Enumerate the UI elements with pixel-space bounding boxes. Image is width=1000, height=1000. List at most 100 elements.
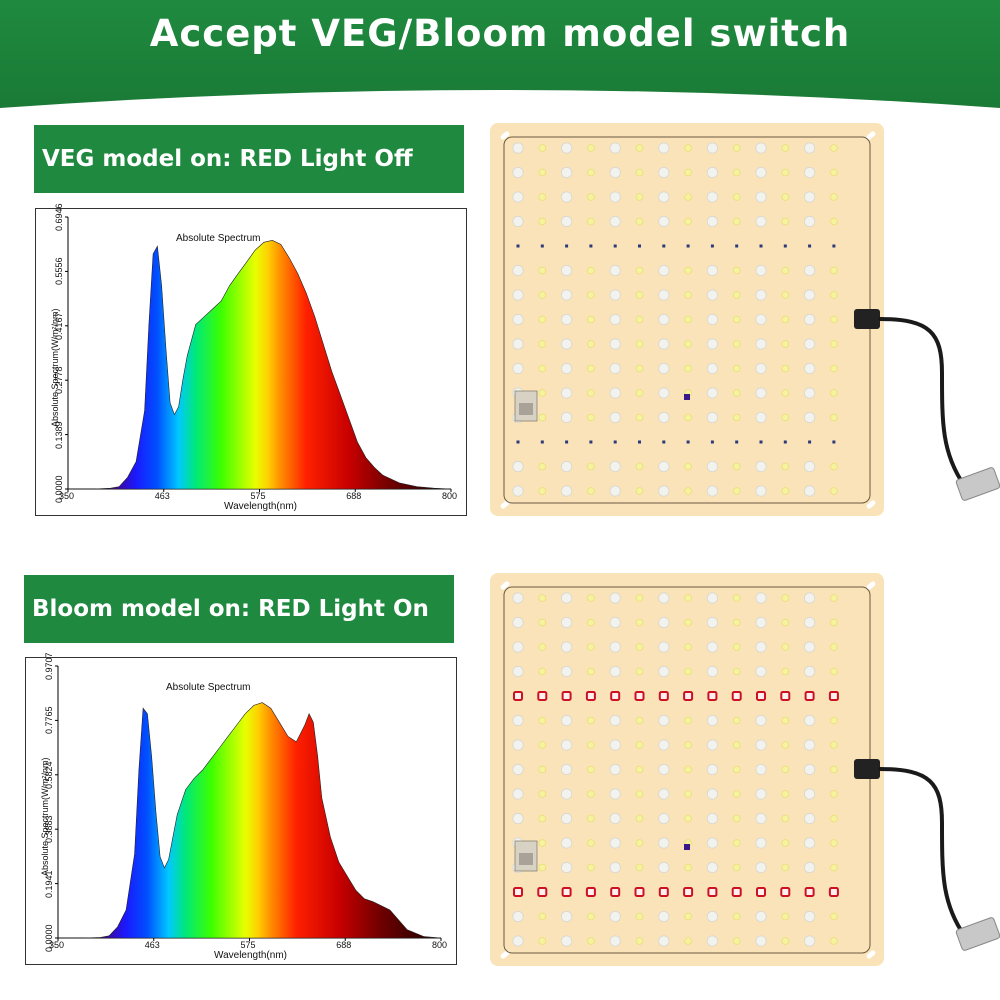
white-led <box>755 788 767 800</box>
warm-led <box>732 912 741 921</box>
warm-led <box>587 790 595 798</box>
x-tick-label: 463 <box>154 491 170 501</box>
white-led <box>609 641 621 653</box>
white-led <box>803 362 816 375</box>
red-led <box>808 440 812 444</box>
white-led <box>803 191 816 203</box>
spectrum-area <box>68 239 452 490</box>
white-led <box>803 411 816 424</box>
white-led <box>706 362 718 375</box>
white-led <box>561 788 573 800</box>
warm-led <box>684 667 692 676</box>
white-led <box>803 485 816 497</box>
white-led <box>609 338 621 350</box>
warm-led <box>830 340 838 348</box>
white-led <box>512 362 524 375</box>
warm-led <box>830 594 838 602</box>
warm-led <box>781 291 790 299</box>
led-board-image <box>490 123 1000 516</box>
white-led <box>609 264 621 277</box>
warm-led <box>635 790 644 798</box>
warm-led <box>732 413 741 422</box>
y-tick-label: 0.0000 <box>54 475 64 503</box>
warm-led <box>538 389 547 397</box>
warm-led <box>635 643 644 651</box>
warm-led <box>538 193 547 201</box>
veg-spectrum-chart: Absolute Spectrum Wavelength(nm) Absolut… <box>35 203 467 516</box>
white-led <box>658 166 670 179</box>
warm-led <box>635 340 644 348</box>
white-led <box>706 215 718 228</box>
white-led <box>658 861 670 874</box>
warm-led <box>635 291 644 299</box>
warm-led <box>635 364 644 373</box>
white-led <box>706 861 718 874</box>
y-tick-label: 0.6946 <box>54 203 64 231</box>
warm-led <box>587 594 595 602</box>
spectrum-area <box>58 702 442 939</box>
red-led <box>804 887 815 897</box>
warm-led <box>781 340 790 348</box>
warm-led <box>538 266 547 275</box>
white-led <box>658 812 670 825</box>
warm-led <box>538 340 547 348</box>
warm-led <box>830 462 838 471</box>
power-connector <box>854 759 880 779</box>
veg-mode-label: VEG model on: RED Light Off <box>34 125 464 193</box>
warm-led <box>781 389 790 397</box>
white-led <box>512 289 524 301</box>
red-led <box>589 440 593 444</box>
chart-title: Absolute Spectrum <box>166 682 251 693</box>
warm-led <box>587 618 595 627</box>
white-led <box>706 592 718 604</box>
white-led <box>561 215 573 228</box>
white-led <box>561 191 573 203</box>
white-led <box>561 362 573 375</box>
white-led <box>755 739 767 751</box>
warm-led <box>732 765 741 774</box>
x-tick-label: 688 <box>336 940 352 950</box>
warm-led <box>830 741 838 749</box>
white-led <box>755 665 767 678</box>
white-led <box>803 788 816 800</box>
warm-led <box>538 839 547 847</box>
warm-led <box>635 839 644 847</box>
x-tick-label: 463 <box>144 940 160 950</box>
warm-led <box>830 912 838 921</box>
white-led <box>512 592 524 604</box>
white-led <box>755 289 767 301</box>
warm-led <box>830 937 838 945</box>
red-led <box>756 691 766 701</box>
white-led <box>706 264 718 277</box>
warm-led <box>830 814 838 823</box>
white-led <box>706 387 718 399</box>
warm-led <box>830 765 838 774</box>
red-led <box>613 440 617 444</box>
white-led <box>609 665 621 678</box>
white-led <box>561 935 573 947</box>
white-led <box>561 411 573 424</box>
warm-led <box>684 193 692 201</box>
white-led <box>706 665 718 678</box>
white-led <box>706 313 718 326</box>
white-led <box>803 935 816 947</box>
white-led <box>658 665 670 678</box>
white-led <box>706 641 718 653</box>
x-tick-label: 575 <box>240 940 256 950</box>
white-led <box>561 338 573 350</box>
red-led <box>516 440 520 444</box>
white-led <box>658 592 670 604</box>
white-led <box>755 460 767 473</box>
white-led <box>658 935 670 947</box>
warm-led <box>587 643 595 651</box>
red-led <box>780 691 791 701</box>
warm-led <box>732 937 741 945</box>
warm-led <box>684 462 692 471</box>
warm-led <box>732 462 741 471</box>
red-led <box>561 887 572 897</box>
warm-led <box>684 364 692 373</box>
white-led <box>561 812 573 825</box>
warm-led <box>684 340 692 348</box>
warm-led <box>781 741 790 749</box>
y-tick-label: 0.0000 <box>44 924 54 952</box>
